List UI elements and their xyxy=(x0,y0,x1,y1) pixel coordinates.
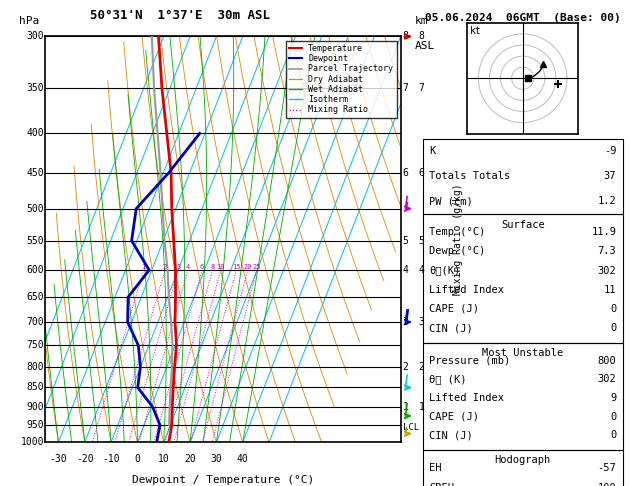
Text: 11.9: 11.9 xyxy=(591,227,616,237)
Text: 4: 4 xyxy=(418,265,425,275)
Text: Mixing Ratio (g/kg): Mixing Ratio (g/kg) xyxy=(452,184,462,295)
Text: Pressure (mb): Pressure (mb) xyxy=(429,356,510,365)
Text: 20: 20 xyxy=(243,264,252,270)
Text: Dewp (°C): Dewp (°C) xyxy=(429,246,486,257)
Text: 1: 1 xyxy=(418,402,425,412)
Text: 30: 30 xyxy=(211,453,222,464)
Text: 1: 1 xyxy=(403,402,408,412)
Text: 700: 700 xyxy=(26,317,44,327)
Text: 750: 750 xyxy=(26,340,44,350)
Text: 25: 25 xyxy=(252,264,261,270)
Text: 37: 37 xyxy=(604,171,616,181)
Text: 950: 950 xyxy=(26,420,44,430)
Text: -20: -20 xyxy=(76,453,94,464)
Text: 2: 2 xyxy=(163,264,167,270)
Text: 3: 3 xyxy=(418,317,425,327)
Legend: Temperature, Dewpoint, Parcel Trajectory, Dry Adiabat, Wet Adiabat, Isotherm, Mi: Temperature, Dewpoint, Parcel Trajectory… xyxy=(286,41,396,118)
Text: 400: 400 xyxy=(26,128,44,139)
Text: 650: 650 xyxy=(26,292,44,302)
Text: 302: 302 xyxy=(598,265,616,276)
Text: 4: 4 xyxy=(403,265,408,275)
Text: km: km xyxy=(415,17,428,26)
Bar xyxy=(423,343,623,450)
Text: 0: 0 xyxy=(610,431,616,440)
Text: -10: -10 xyxy=(103,453,120,464)
Text: 1000: 1000 xyxy=(21,437,44,447)
Text: 7: 7 xyxy=(403,84,408,93)
Text: 500: 500 xyxy=(26,204,44,214)
Text: 40: 40 xyxy=(237,453,248,464)
Bar xyxy=(423,214,623,343)
Text: 8: 8 xyxy=(403,32,408,41)
Text: 15: 15 xyxy=(232,264,241,270)
Text: 9: 9 xyxy=(610,393,616,403)
Text: 1.2: 1.2 xyxy=(598,196,616,206)
Text: hPa: hPa xyxy=(19,17,39,26)
Text: Most Unstable: Most Unstable xyxy=(482,348,564,359)
Text: SREH: SREH xyxy=(429,483,454,486)
Text: Lifted Index: Lifted Index xyxy=(429,393,504,403)
Text: 5: 5 xyxy=(403,236,408,246)
Text: 0: 0 xyxy=(610,323,616,333)
Text: kt: kt xyxy=(469,26,481,36)
Text: 100: 100 xyxy=(598,483,616,486)
Text: EH: EH xyxy=(429,463,442,473)
Text: 10: 10 xyxy=(216,264,225,270)
Text: 0: 0 xyxy=(135,453,140,464)
Text: 2: 2 xyxy=(403,362,408,372)
Text: 3: 3 xyxy=(176,264,181,270)
Text: Dewpoint / Temperature (°C): Dewpoint / Temperature (°C) xyxy=(132,475,314,485)
Text: 550: 550 xyxy=(26,236,44,246)
Text: 10: 10 xyxy=(158,453,170,464)
Text: 05.06.2024  06GMT  (Base: 00): 05.06.2024 06GMT (Base: 00) xyxy=(425,13,621,23)
Text: 0: 0 xyxy=(610,412,616,422)
Text: 302: 302 xyxy=(598,374,616,384)
Text: -9: -9 xyxy=(604,146,616,156)
Bar xyxy=(423,450,623,486)
Text: 900: 900 xyxy=(26,402,44,412)
Text: 4: 4 xyxy=(186,264,190,270)
Text: Totals Totals: Totals Totals xyxy=(429,171,510,181)
Text: 600: 600 xyxy=(26,265,44,275)
Text: Lifted Index: Lifted Index xyxy=(429,285,504,295)
Text: 6: 6 xyxy=(403,168,408,178)
Text: PW (cm): PW (cm) xyxy=(429,196,473,206)
Text: 2: 2 xyxy=(418,362,425,372)
Text: 6: 6 xyxy=(418,168,425,178)
Text: CAPE (J): CAPE (J) xyxy=(429,412,479,422)
Text: 11: 11 xyxy=(604,285,616,295)
Text: θᴄ(K): θᴄ(K) xyxy=(429,265,460,276)
Text: -30: -30 xyxy=(50,453,67,464)
Text: 20: 20 xyxy=(184,453,196,464)
Text: 3: 3 xyxy=(403,317,408,327)
Text: 8: 8 xyxy=(418,32,425,41)
Text: -57: -57 xyxy=(598,463,616,473)
Text: CIN (J): CIN (J) xyxy=(429,431,473,440)
Text: 7: 7 xyxy=(418,84,425,93)
Text: CIN (J): CIN (J) xyxy=(429,323,473,333)
Text: 1: 1 xyxy=(142,264,146,270)
Text: 6: 6 xyxy=(200,264,204,270)
Text: 7.3: 7.3 xyxy=(598,246,616,257)
Text: K: K xyxy=(429,146,435,156)
Text: LCL: LCL xyxy=(403,423,419,433)
Text: 5: 5 xyxy=(418,236,425,246)
Text: 800: 800 xyxy=(598,356,616,365)
Text: Hodograph: Hodograph xyxy=(494,455,551,466)
Bar xyxy=(423,139,623,214)
Text: 450: 450 xyxy=(26,168,44,178)
Text: 350: 350 xyxy=(26,84,44,93)
Text: 8: 8 xyxy=(211,264,214,270)
Text: 50°31'N  1°37'E  30m ASL: 50°31'N 1°37'E 30m ASL xyxy=(91,9,270,22)
Text: ASL: ASL xyxy=(415,40,435,51)
Text: 300: 300 xyxy=(26,32,44,41)
Text: Surface: Surface xyxy=(501,220,545,230)
Text: Temp (°C): Temp (°C) xyxy=(429,227,486,237)
Text: θᴄ (K): θᴄ (K) xyxy=(429,374,467,384)
Text: 800: 800 xyxy=(26,362,44,372)
Text: 0: 0 xyxy=(610,304,616,314)
Text: 850: 850 xyxy=(26,382,44,393)
Text: CAPE (J): CAPE (J) xyxy=(429,304,479,314)
